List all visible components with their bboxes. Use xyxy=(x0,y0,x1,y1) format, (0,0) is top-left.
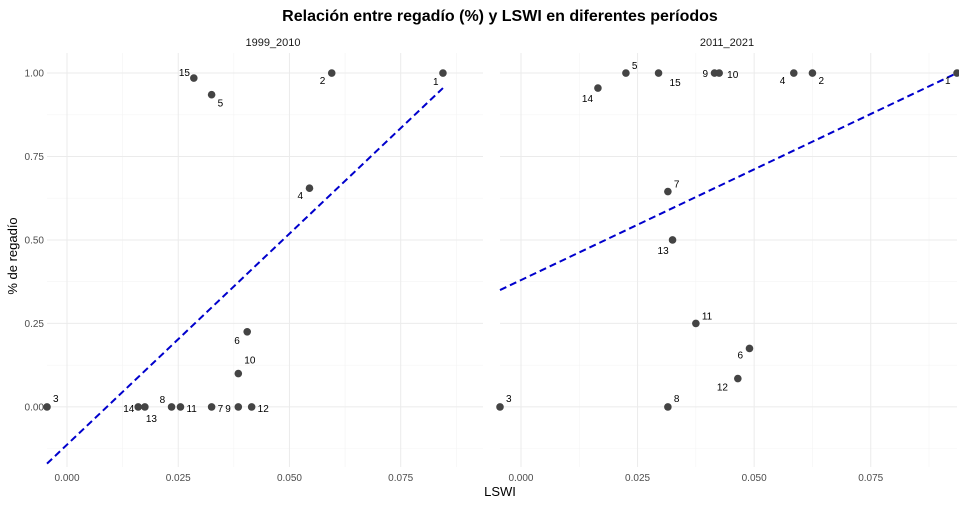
point-label: 13 xyxy=(658,246,670,257)
y-tick-label: 1.00 xyxy=(25,69,45,80)
y-tick-label: 0.75 xyxy=(25,152,45,163)
point-label: 1 xyxy=(433,77,439,88)
data-point xyxy=(745,344,754,353)
point-label: 15 xyxy=(179,68,191,79)
data-point xyxy=(247,403,256,411)
point-label: 8 xyxy=(160,395,166,406)
data-point xyxy=(692,319,700,328)
point-label: 9 xyxy=(225,404,231,415)
point-label: 7 xyxy=(218,404,224,415)
point-label: 12 xyxy=(717,383,729,394)
y-tick-label: 0.50 xyxy=(25,235,45,246)
point-label: 13 xyxy=(146,414,158,425)
point-label: 6 xyxy=(737,350,743,361)
point-label: 1 xyxy=(945,76,951,87)
data-point xyxy=(734,374,742,383)
point-label: 9 xyxy=(703,69,709,80)
data-point xyxy=(668,236,677,244)
x-axis-label: LSWI xyxy=(484,484,516,499)
x-tick-label: 0.075 xyxy=(858,473,883,484)
data-point xyxy=(243,327,252,336)
data-point xyxy=(234,403,243,411)
data-point xyxy=(789,69,798,77)
data-point xyxy=(622,69,630,77)
trend-line xyxy=(46,87,444,465)
data-point xyxy=(654,69,663,77)
x-tick-label: 0.000 xyxy=(508,473,533,484)
point-label: 11 xyxy=(702,311,713,322)
data-point xyxy=(167,403,176,411)
x-tick-label: 0.025 xyxy=(625,473,650,484)
point-label: 10 xyxy=(244,356,256,367)
point-label: 4 xyxy=(780,76,786,87)
point-label: 10 xyxy=(727,70,739,81)
point-label: 5 xyxy=(632,61,638,72)
point-label: 12 xyxy=(258,404,270,415)
point-label: 15 xyxy=(670,78,682,89)
data-point xyxy=(594,84,602,92)
trend-line xyxy=(499,72,958,291)
data-point xyxy=(190,74,198,82)
y-tick-label: 0.00 xyxy=(25,402,45,413)
data-point xyxy=(141,403,149,411)
data-point xyxy=(808,69,817,77)
data-point xyxy=(176,403,185,411)
x-tick-label: 0.050 xyxy=(742,473,767,484)
x-tick-label: 0.050 xyxy=(277,473,302,484)
data-point xyxy=(134,403,143,411)
point-label: 11 xyxy=(186,404,197,415)
point-label: 4 xyxy=(297,191,303,202)
y-axis-label: % de regadío xyxy=(5,217,20,294)
point-label: 3 xyxy=(53,394,59,405)
data-point xyxy=(207,90,216,99)
data-point xyxy=(715,69,723,77)
point-label: 14 xyxy=(123,404,135,415)
data-point xyxy=(664,403,672,411)
data-point xyxy=(43,403,51,411)
point-label: 2 xyxy=(818,76,824,87)
data-point xyxy=(234,369,243,378)
x-tick-label: 0.075 xyxy=(388,473,413,484)
point-label: 5 xyxy=(218,99,224,110)
data-point xyxy=(305,184,314,193)
chart-title: Relación entre regadío (%) y LSWI en dif… xyxy=(282,8,718,25)
data-point xyxy=(207,403,216,411)
point-label: 7 xyxy=(674,180,680,191)
data-point xyxy=(953,69,959,77)
data-point xyxy=(496,403,504,411)
y-tick-label: 0.25 xyxy=(25,319,45,330)
panel-1999-2010: 1999_2010 0.000 0.025 0.050 0.075 0.00 0.25 0.… xyxy=(25,37,483,484)
point-label: 2 xyxy=(320,76,326,87)
x-tick-label: 0.000 xyxy=(55,473,80,484)
point-label: 6 xyxy=(234,336,240,347)
panel-strip-label: 2011_2021 xyxy=(700,37,754,49)
data-point xyxy=(664,187,672,196)
data-point xyxy=(327,69,336,77)
point-label: 14 xyxy=(582,94,594,105)
point-label: 3 xyxy=(506,394,512,405)
x-tick-label: 0.025 xyxy=(166,473,191,484)
panel-strip-label: 1999_2010 xyxy=(245,37,300,49)
data-point xyxy=(439,69,447,77)
point-label: 8 xyxy=(674,394,680,405)
